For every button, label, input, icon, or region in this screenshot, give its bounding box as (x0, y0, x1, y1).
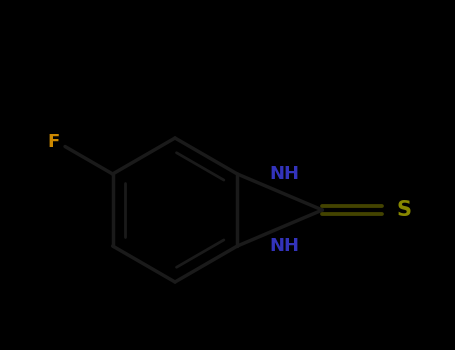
Text: NH: NH (270, 237, 300, 255)
Text: F: F (47, 133, 59, 150)
Text: S: S (397, 200, 412, 220)
Text: NH: NH (270, 165, 300, 183)
